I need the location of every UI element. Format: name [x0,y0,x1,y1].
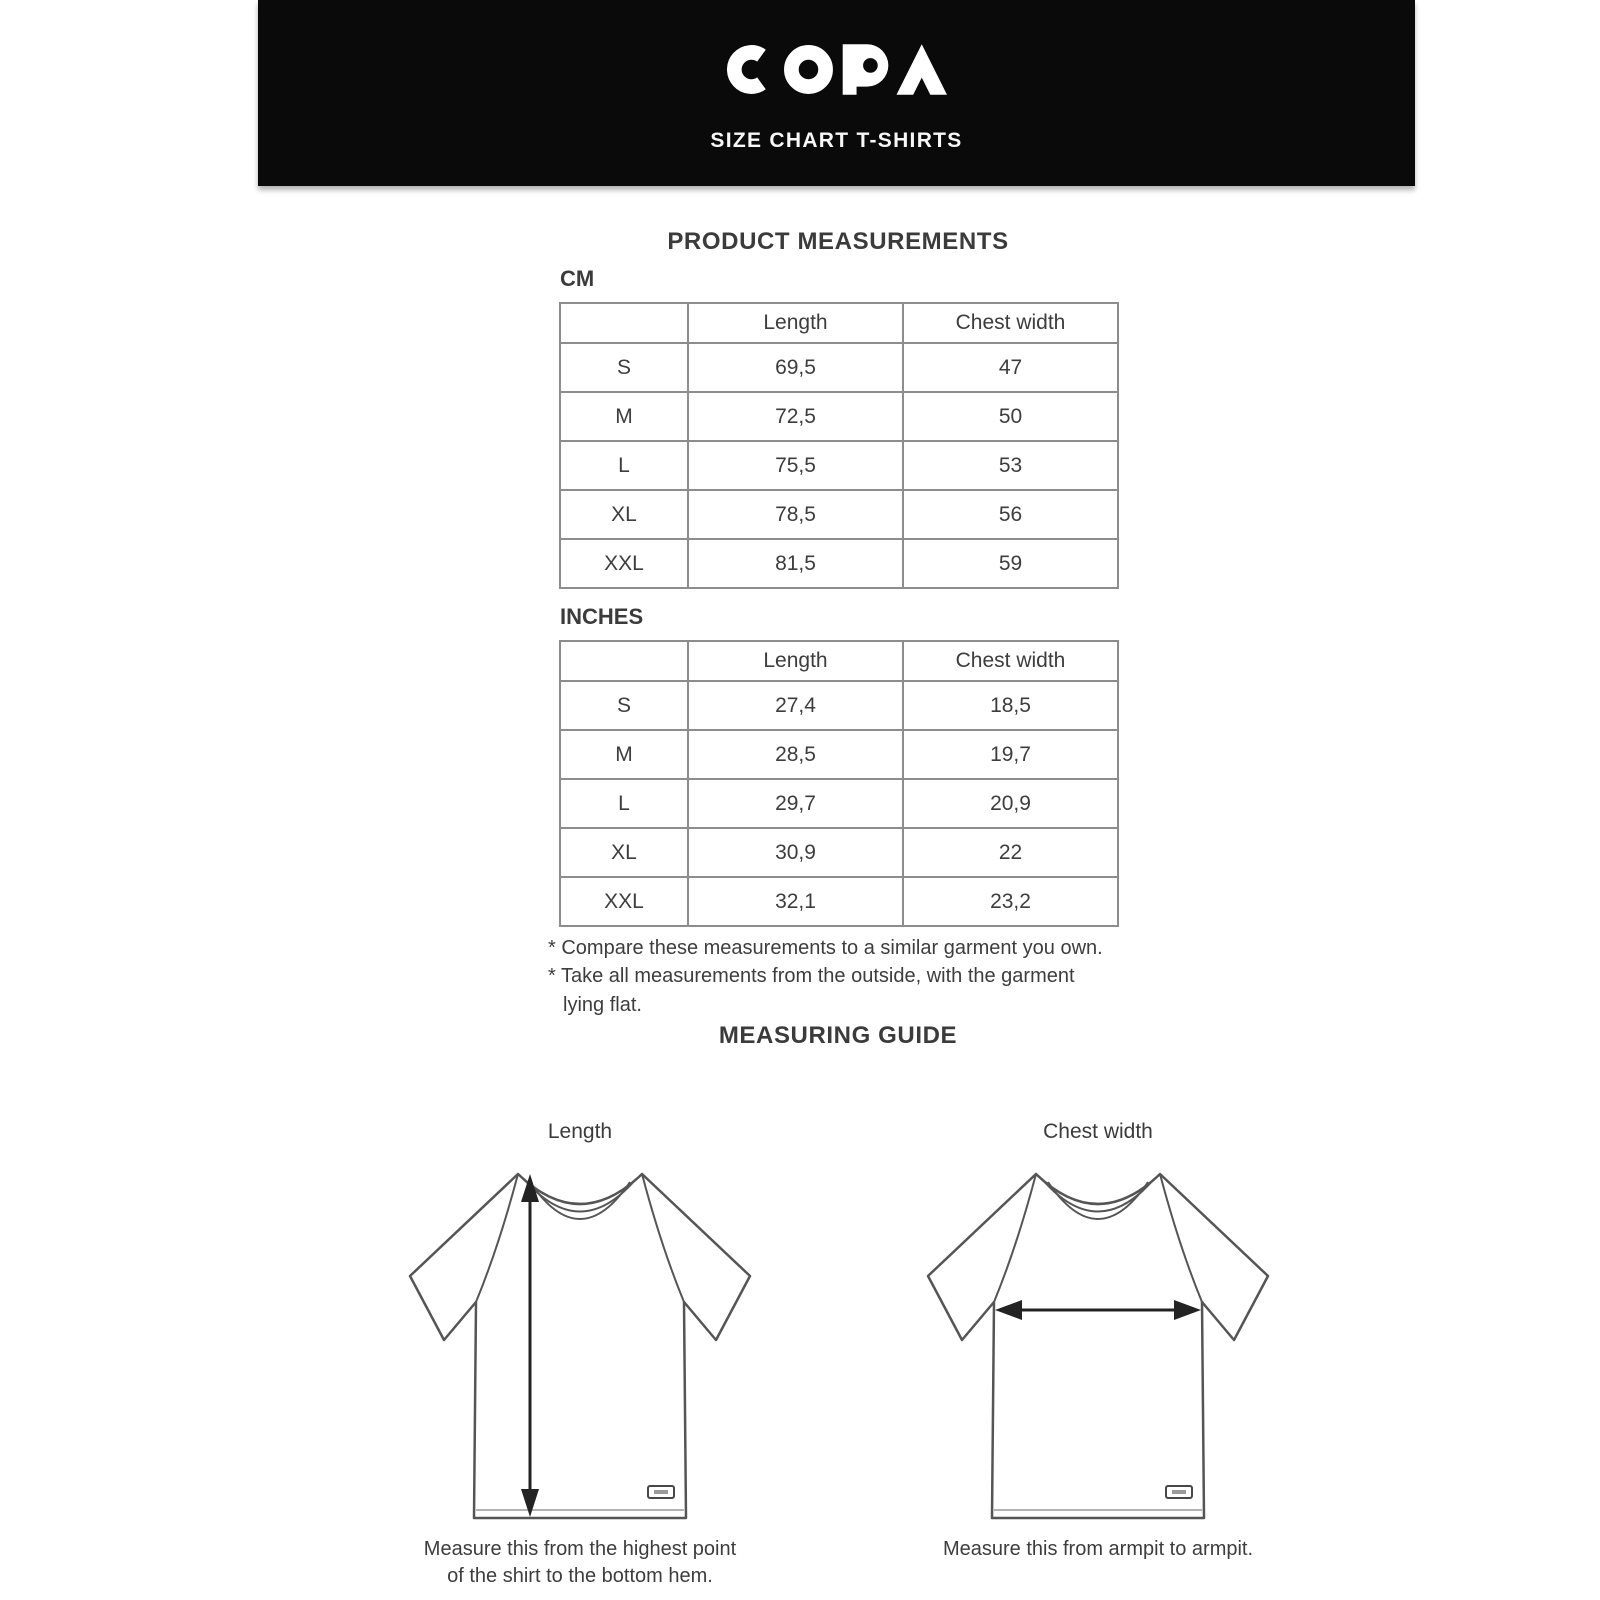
header-subtitle: SIZE CHART T-SHIRTS [710,129,963,152]
length-cell: 27,4 [687,680,904,731]
chest-width-column-header: Chest width [902,302,1119,344]
chest-cell: 23,2 [902,876,1119,927]
table-row: L 75,5 53 [559,440,1119,491]
length-column-header: Length [687,640,904,682]
length-cell: 32,1 [687,876,904,927]
size-cell: XL [559,827,689,878]
length-cell: 81,5 [687,538,904,589]
size-cell: XXL [559,538,689,589]
length-diagram-label: Length [547,1120,613,1143]
cm-unit-label: CM [560,266,595,291]
chest-cell: 18,5 [902,680,1119,731]
footnote: * Compare these measurements to a simila… [548,937,1103,959]
length-cell: 78,5 [687,489,904,540]
chest-cell: 22 [902,827,1119,878]
chest-width-diagram-label: Chest width [1043,1120,1153,1143]
chest-cell: 19,7 [902,729,1119,780]
size-cell: M [559,729,689,780]
table-row: S 27,4 18,5 [559,680,1119,731]
length-diagram: Length Measure this from the highest poi… [402,1120,758,1590]
size-cell: XL [559,489,689,540]
measuring-guide-title: MEASURING GUIDE [718,1022,958,1049]
table-row: XL 78,5 56 [559,489,1119,540]
footnote: * Take all measurements from the outside… [548,965,1075,1016]
chest-cell: 50 [902,391,1119,442]
length-cell: 28,5 [687,729,904,780]
size-column-header [559,302,689,344]
size-cell: XXL [559,876,689,927]
chest-cell: 59 [902,538,1119,589]
size-cell: S [559,342,689,393]
table-header-row: Length Chest width [559,640,1119,682]
table-row: XXL 32,1 23,2 [559,876,1119,927]
size-cell: S [559,680,689,731]
table-row: XL 30,9 22 [559,827,1119,878]
table-row: L 29,7 20,9 [559,778,1119,829]
size-cell: L [559,440,689,491]
tshirt-chest-width-illustration-icon [926,1172,1270,1520]
size-cell: M [559,391,689,442]
inches-unit-label: INCHES [560,604,644,629]
chest-width-diagram: Chest width Measure this from armpit to … [920,1120,1276,1563]
chest-cell: 53 [902,440,1119,491]
tshirt-length-illustration-icon [408,1172,752,1520]
length-cell: 75,5 [687,440,904,491]
length-arrow-icon [521,1174,539,1517]
chest-width-arrow-icon [995,1300,1201,1320]
length-cell: 29,7 [687,778,904,829]
length-cell: 30,9 [687,827,904,878]
table-row: M 28,5 19,7 [559,729,1119,780]
copa-logo-icon [726,44,947,95]
chest-cell: 20,9 [902,778,1119,829]
product-measurements-title: PRODUCT MEASUREMENTS [667,228,1009,255]
length-diagram-caption: Measure this from the highest point of t… [423,1538,737,1587]
table-row: M 72,5 50 [559,391,1119,442]
brand-header: SIZE CHART T-SHIRTS [258,0,1415,186]
length-column-header: Length [687,302,904,344]
chest-cell: 47 [902,342,1119,393]
length-cell: 72,5 [687,391,904,442]
inches-size-table: Length Chest width S 27,4 18,5 M 28,5 19… [559,640,1119,927]
table-header-row: Length Chest width [559,302,1119,344]
size-cell: L [559,778,689,829]
size-column-header [559,640,689,682]
measurement-footnotes: * Compare these measurements to a simila… [548,934,1103,1019]
length-cell: 69,5 [687,342,904,393]
table-row: XXL 81,5 59 [559,538,1119,589]
table-row: S 69,5 47 [559,342,1119,393]
chest-cell: 56 [902,489,1119,540]
chest-width-diagram-caption: Measure this from armpit to armpit. [942,1538,1254,1560]
cm-size-table: Length Chest width S 69,5 47 M 72,5 50 L… [559,302,1119,589]
chest-width-column-header: Chest width [902,640,1119,682]
